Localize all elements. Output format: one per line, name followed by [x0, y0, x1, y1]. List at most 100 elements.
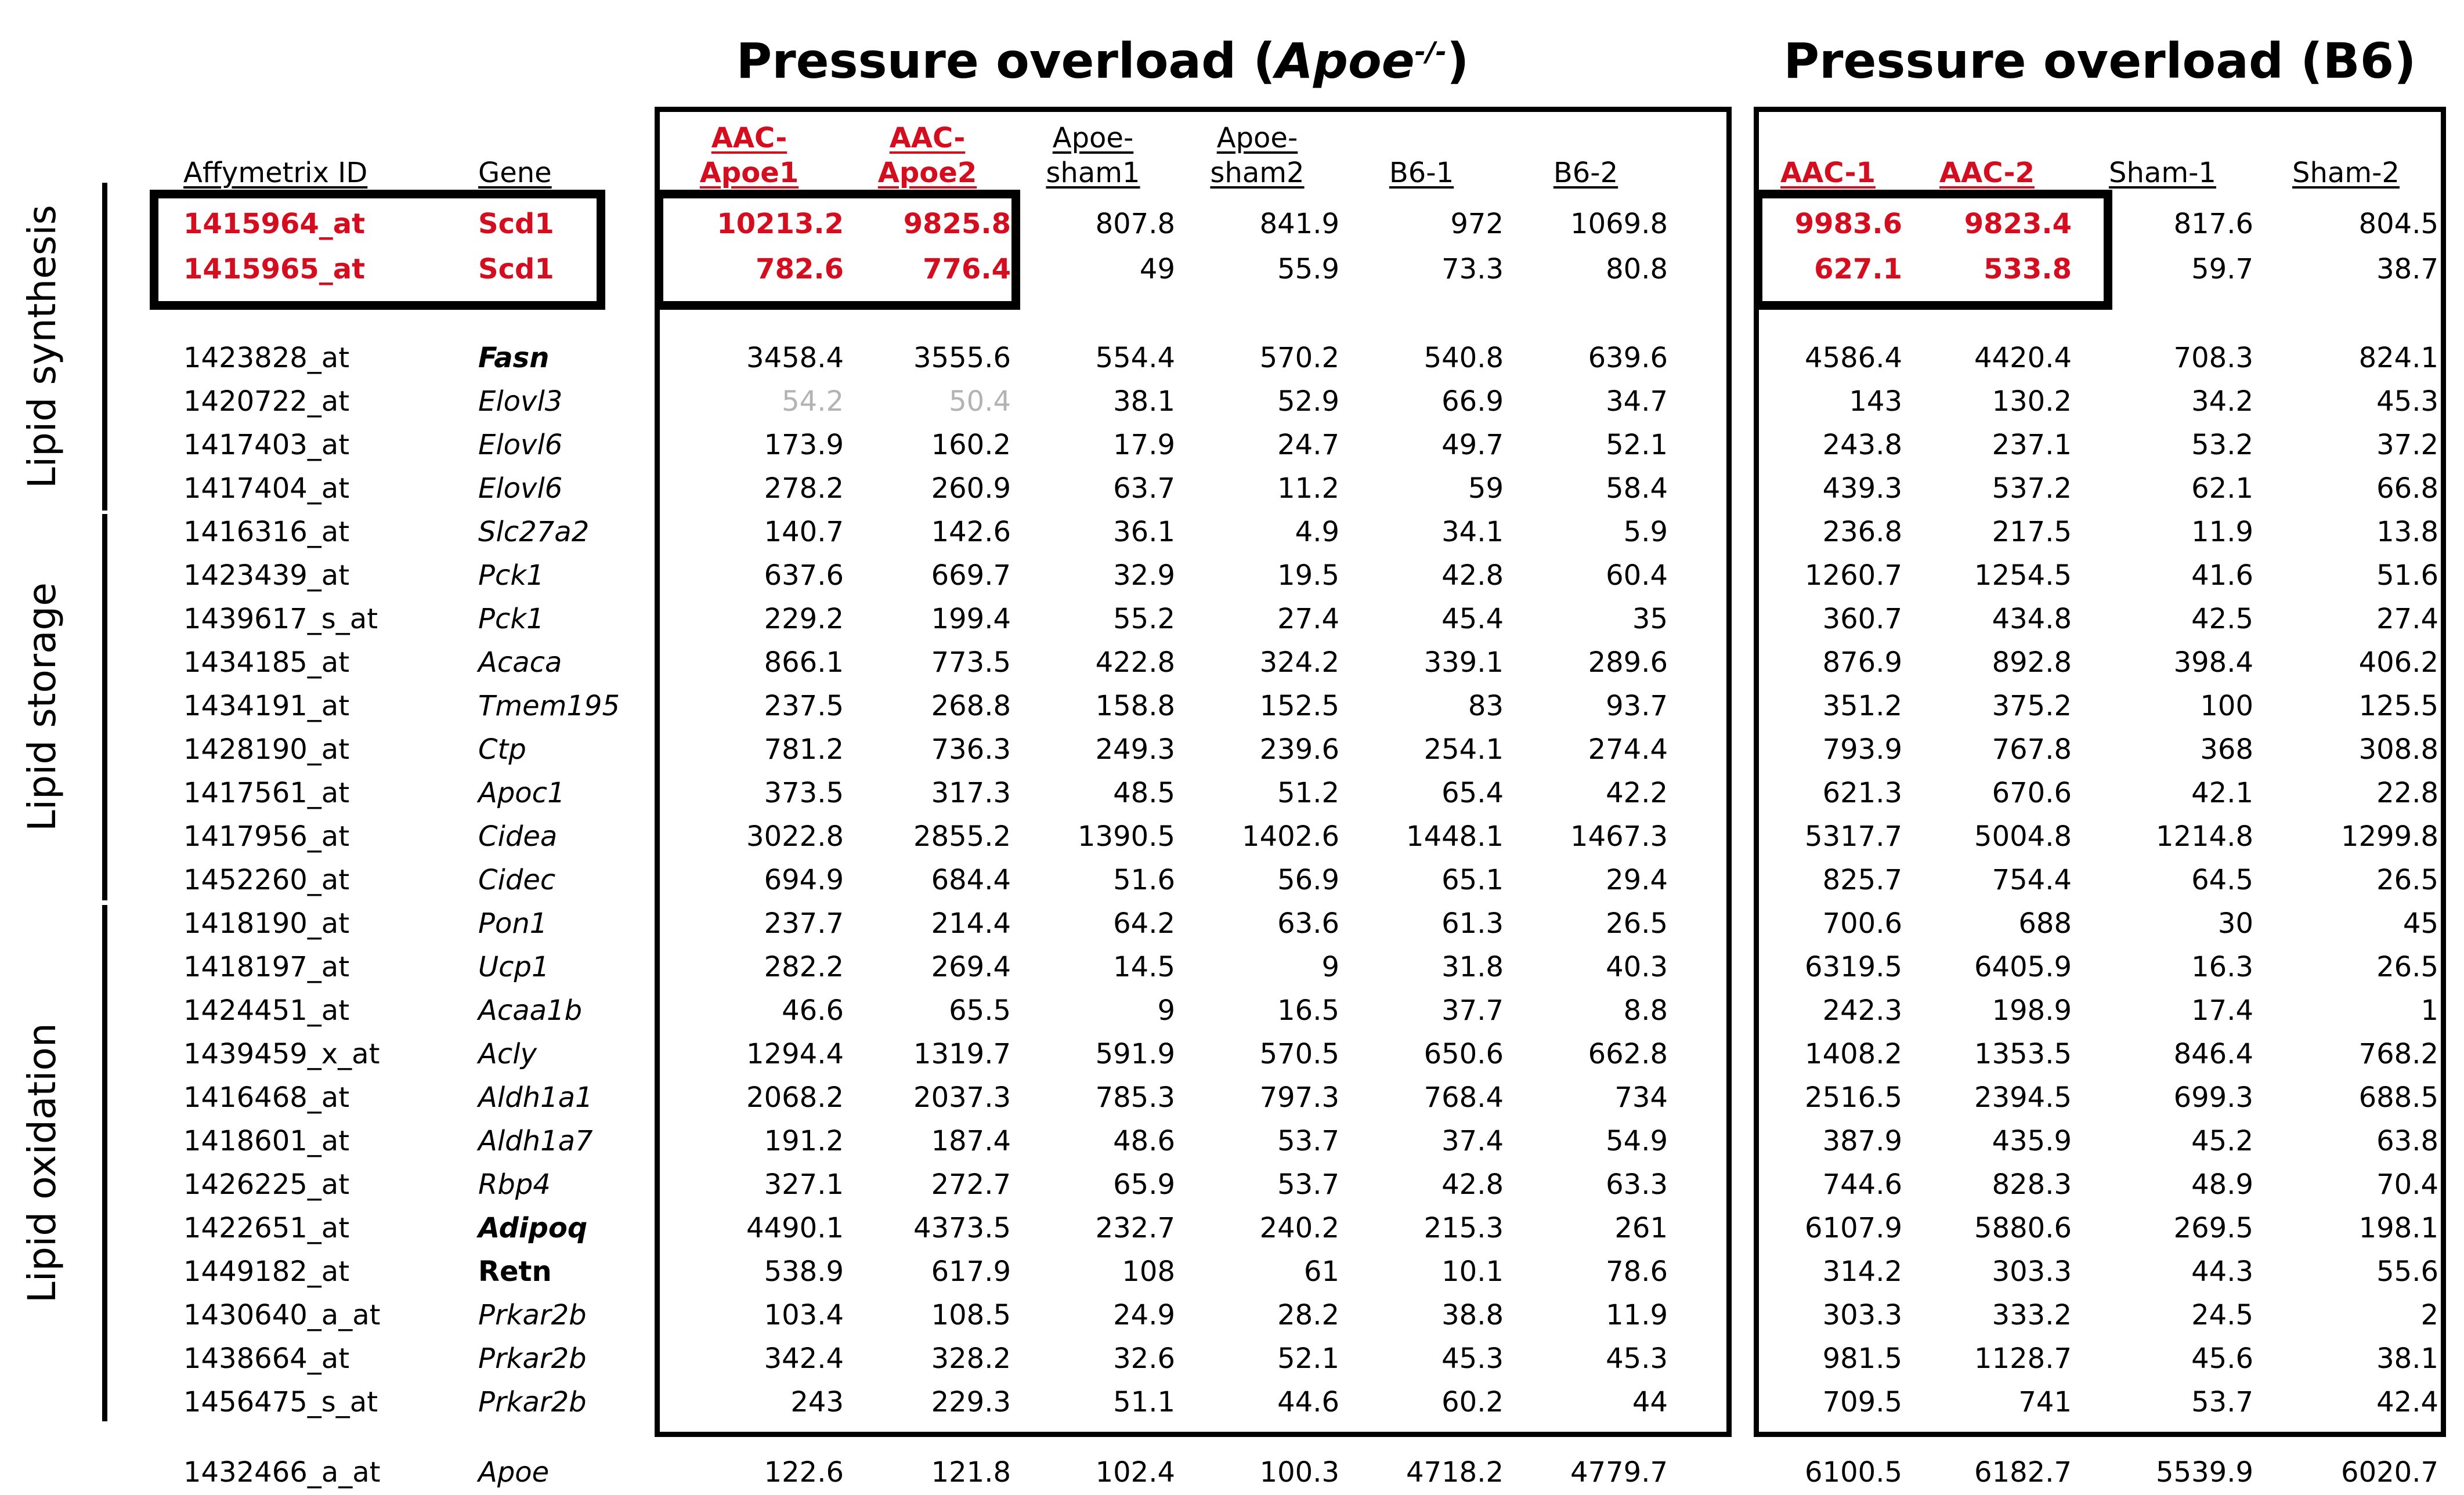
cell-affymetrix-id: 1449182_at [183, 1255, 350, 1288]
col-header-aac-apoe2: AAC- Apoe2 [877, 122, 977, 189]
table-row: 1417404_at Elovl6 278.2 260.9 63.7 11.2 59 58.4… [0, 467, 2464, 511]
cell-value: 45.3 [2376, 385, 2438, 418]
group-line-lipid-storage [102, 514, 107, 900]
col-header-sham-1: Sham-1 [2109, 157, 2216, 189]
cell-value: 60.4 [1606, 559, 1668, 592]
cell-value: 662.8 [1588, 1037, 1668, 1070]
table-row: 1439459_x_at Acly 1294.4 1319.7 591.9 570.5 65… [0, 1033, 2464, 1076]
cell-value: 1299.8 [2341, 820, 2438, 853]
cell-affymetrix-id: 1438664_at [183, 1342, 350, 1375]
cell-value: 637.6 [764, 559, 844, 592]
cell-affymetrix-id: 1418197_at [183, 950, 350, 983]
cell-gene-name: Aldh1a7 [478, 1124, 593, 1157]
cell-value: 32.6 [1113, 1342, 1175, 1375]
cell-affymetrix-id: 1416468_at [183, 1081, 350, 1114]
cell-value: 45.3 [1606, 1342, 1668, 1375]
cell-value: 48.5 [1113, 776, 1175, 809]
cell-value: 24.9 [1113, 1298, 1175, 1331]
right-section-title: Pressure overload (B6) [1783, 32, 2416, 89]
cell-value: 639.6 [1588, 341, 1668, 374]
cell-value: 804.5 [2358, 208, 2438, 241]
cell-value: 1254.5 [1974, 559, 2072, 592]
cell-gene-name: Prkar2b [478, 1298, 587, 1331]
cell-value: 70.4 [2376, 1168, 2438, 1201]
cell-gene-name: Retn [478, 1255, 552, 1288]
cell-value: 24.7 [1277, 428, 1339, 461]
cell-value: 125.5 [2358, 689, 2438, 722]
cell-value: 44 [1632, 1385, 1668, 1418]
cell-value: 53.7 [1277, 1124, 1339, 1157]
cell-value: 51.6 [1113, 863, 1175, 896]
cell-value: 52.1 [1606, 428, 1668, 461]
cell-value: 303.3 [1822, 1298, 1902, 1331]
cell-value: 65.1 [1441, 863, 1504, 896]
cell-value: 48.6 [1113, 1124, 1175, 1157]
cell-value: 261 [1614, 1211, 1668, 1244]
cell-gene-name: Fasn [478, 341, 550, 374]
cell-affymetrix-id: 1415965_at [183, 253, 366, 286]
cell-value: 699.3 [2173, 1081, 2253, 1114]
cell-value: 65.4 [1441, 776, 1504, 809]
cell-value: 45.2 [2191, 1124, 2253, 1157]
cell-value: 26.5 [1606, 907, 1668, 940]
cell-value: 102.4 [1095, 1456, 1175, 1489]
cell-value: 1353.5 [1974, 1037, 2072, 1070]
cell-value: 29.4 [1606, 863, 1668, 896]
cell-value: 40.3 [1606, 950, 1668, 983]
col-header-aac-apoe1: AAC- Apoe1 [699, 122, 799, 189]
cell-value: 373.5 [764, 776, 844, 809]
cell-value: 199.4 [931, 602, 1011, 635]
cell-value: 6107.9 [1805, 1211, 1902, 1244]
cell-affymetrix-id: 1420722_at [183, 385, 350, 418]
table-row: 1423828_at Fasn 3458.4 3555.6 554.4 570.2 540.… [0, 336, 2464, 380]
cell-value: 14.5 [1113, 950, 1175, 983]
cell-value: 5880.6 [1974, 1211, 2072, 1244]
cell-value: 6405.9 [1974, 950, 2072, 983]
table-row: 1452260_at Cidec 694.9 684.4 51.6 56.9 65.1 29.… [0, 859, 2464, 902]
cell-value: 41.6 [2191, 559, 2253, 592]
cell-value: 17.4 [2191, 994, 2253, 1027]
left-title-suffix: ) [1446, 32, 1469, 89]
cell-gene-name: Rbp4 [478, 1168, 551, 1201]
cell-value: 825.7 [1822, 863, 1902, 896]
cell-gene-name: Aldh1a1 [478, 1081, 593, 1114]
cell-value: 1260.7 [1805, 559, 1902, 592]
cell-value: 143 [1849, 385, 1902, 418]
cell-value: 317.3 [931, 776, 1011, 809]
cell-gene-name: Elovl6 [478, 428, 563, 461]
cell-value: 375.2 [1992, 689, 2072, 722]
cell-value: 333.2 [1992, 1298, 2072, 1331]
cell-value: 38.1 [1113, 385, 1175, 418]
cell-value: 754.4 [1992, 863, 2072, 896]
cell-value: 78.6 [1606, 1255, 1668, 1288]
cell-value: 773.5 [931, 646, 1011, 679]
table-row: 1417403_at Elovl6 173.9 160.2 17.9 24.7 49.7 52… [0, 423, 2464, 467]
cell-value: 4420.4 [1974, 341, 2072, 374]
cell-value: 4373.5 [913, 1211, 1011, 1244]
cell-value: 42.4 [2376, 1385, 2438, 1418]
cell-value: 688 [2018, 907, 2072, 940]
cell-value: 768.4 [1424, 1081, 1504, 1114]
cell-affymetrix-id: 1434191_at [183, 689, 350, 722]
cell-value: 368 [2200, 733, 2253, 766]
cell-value: 249.3 [1095, 733, 1175, 766]
cell-value: 37.7 [1441, 994, 1504, 1027]
group-line-lipid-synthesis [102, 183, 107, 511]
cell-value: 55.9 [1277, 253, 1339, 286]
cell-value: 2037.3 [913, 1081, 1011, 1114]
cell-value: 28.2 [1277, 1298, 1339, 1331]
cell-value: 55.6 [2376, 1255, 2438, 1288]
cell-value: 44.3 [2191, 1255, 2253, 1288]
cell-affymetrix-id: 1417403_at [183, 428, 350, 461]
cell-gene-name: Pck1 [478, 602, 544, 635]
table-row: 1418197_at Ucp1 282.2 269.4 14.5 9 31.8 40.3 631… [0, 946, 2464, 989]
col-header-sham-2: Sham-2 [2292, 157, 2400, 189]
cell-value: 56.9 [1277, 863, 1339, 896]
cell-value: 342.4 [764, 1342, 844, 1375]
cell-affymetrix-id: 1418190_at [183, 907, 350, 940]
cell-value: 669.7 [931, 559, 1011, 592]
cell-value: 782.6 [756, 253, 844, 286]
cell-value: 16.5 [1277, 994, 1339, 1027]
cell-value: 51.1 [1113, 1385, 1175, 1418]
cell-value: 10213.2 [717, 208, 844, 241]
